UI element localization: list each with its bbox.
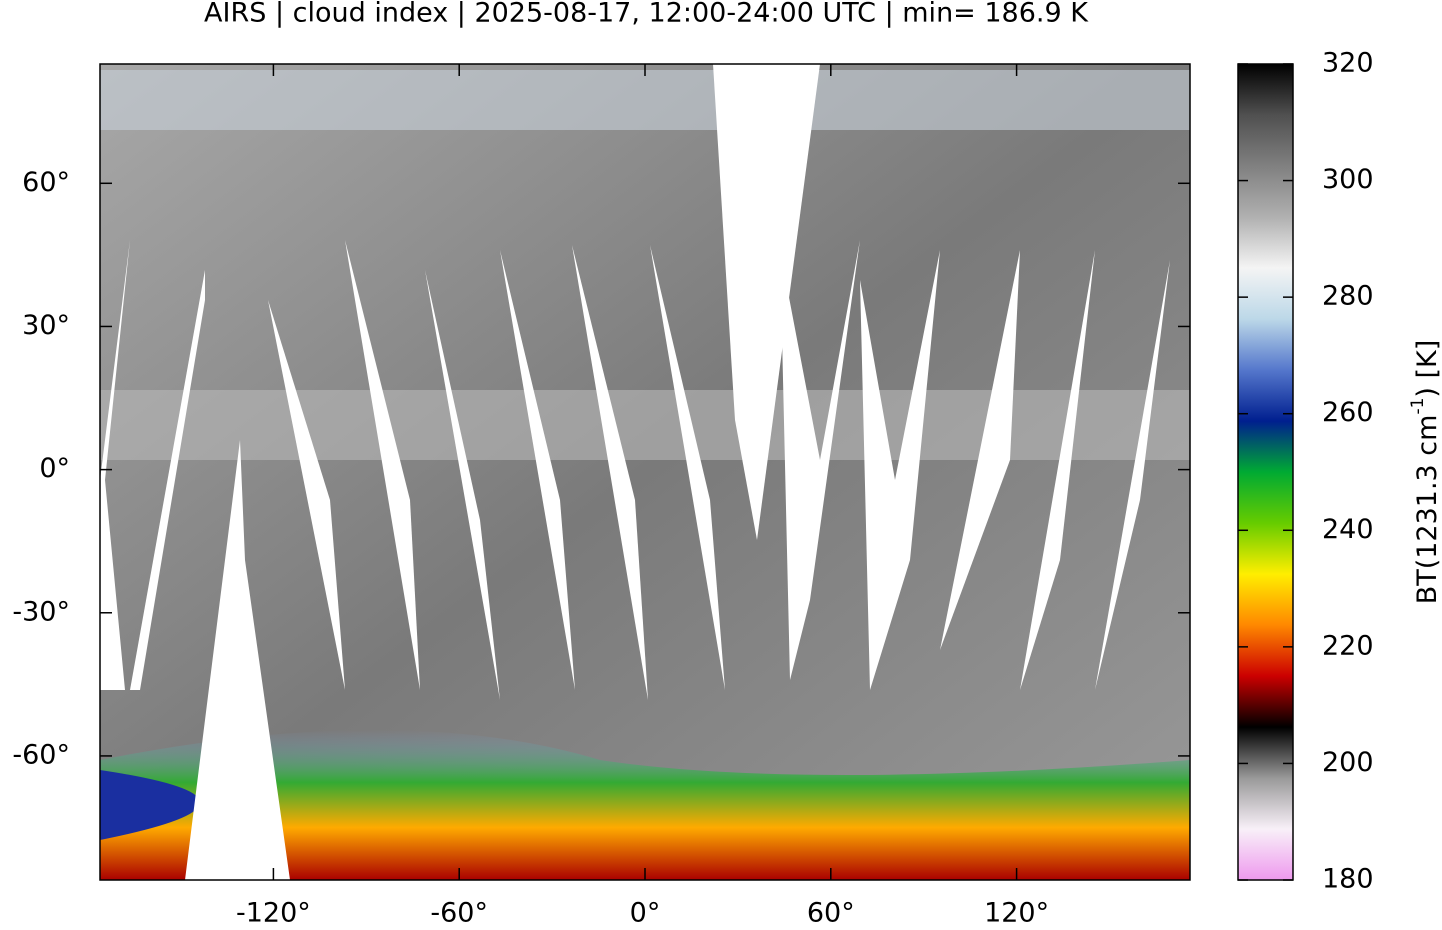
- antarctic-cloud: [100, 730, 1190, 880]
- colorbar-tick-label: 260: [1322, 397, 1374, 428]
- colorbar-label: BT(1231.3 cm-1) [K]: [1408, 340, 1442, 605]
- gap: [650, 245, 725, 690]
- colorbar-tick-label: 320: [1322, 48, 1374, 79]
- gap: [940, 250, 1020, 650]
- gap: [100, 240, 130, 690]
- label-part: BT(1231.3 cm: [1412, 415, 1442, 605]
- data-gaps: [100, 64, 1170, 880]
- y-tick-label: -60°: [12, 739, 70, 770]
- colorbar-tick-label: 240: [1322, 514, 1374, 545]
- colorbar-tick-label: 180: [1322, 864, 1374, 895]
- y-tick-label: 30°: [22, 310, 70, 341]
- gap: [500, 250, 575, 690]
- gap: [425, 270, 500, 700]
- label-part: ) [K]: [1412, 340, 1442, 398]
- gap: [860, 250, 940, 690]
- arctic-cloud: [100, 70, 1190, 130]
- gap: [1095, 260, 1170, 690]
- colorbar-tick-label: 200: [1322, 747, 1374, 778]
- gap: [345, 240, 420, 690]
- colorbar-tick-label: 220: [1322, 630, 1374, 661]
- gap: [268, 300, 345, 690]
- colorbar-tick-label: 300: [1322, 164, 1374, 195]
- gap: [713, 64, 820, 540]
- y-tick-label: 60°: [22, 167, 70, 198]
- gap: [130, 270, 205, 690]
- gap: [572, 245, 648, 700]
- y-tick-label: 0°: [39, 453, 70, 484]
- chart-title: AIRS | cloud index | 2025-08-17, 12:00-2…: [204, 0, 1089, 29]
- gap: [1020, 250, 1095, 690]
- tropical-cloud: [100, 390, 1190, 460]
- label-superscript: -1: [1408, 398, 1428, 415]
- gap: [185, 440, 290, 880]
- x-tick-label: 60°: [807, 898, 855, 929]
- x-tick-label: -60°: [430, 898, 488, 929]
- colorbar-tick-label: 280: [1322, 281, 1374, 312]
- colorbar: [1237, 63, 1294, 881]
- x-tick-label: 0°: [630, 898, 661, 929]
- x-tick-label: -120°: [236, 898, 311, 929]
- y-tick-label: -30°: [12, 596, 70, 627]
- southern-cloud: [100, 770, 200, 840]
- x-tick-label: 120°: [984, 898, 1049, 929]
- gap: [780, 240, 860, 680]
- map-image: [100, 64, 1190, 880]
